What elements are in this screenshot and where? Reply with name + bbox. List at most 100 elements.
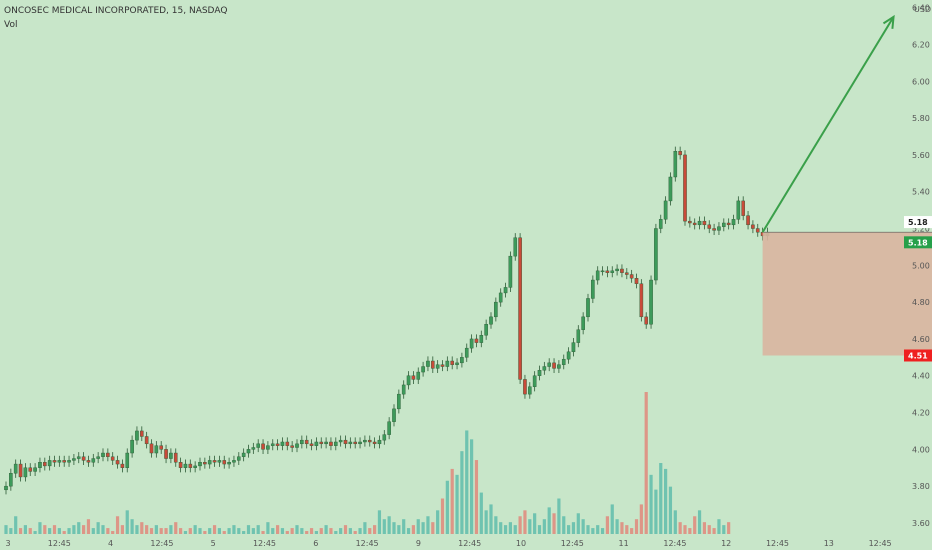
candle-body xyxy=(610,270,615,273)
candle-body xyxy=(625,272,629,275)
current-price-badge-bg xyxy=(904,216,932,229)
volume-bar xyxy=(101,525,105,534)
volume-bar xyxy=(547,507,551,534)
volume-bar xyxy=(722,525,726,534)
x-tick-label: 10 xyxy=(516,539,526,548)
current-price-badge: 5.18 xyxy=(908,218,928,227)
x-tick-label: 12 xyxy=(721,539,731,548)
candle-body xyxy=(198,462,202,467)
volume-label: Vol xyxy=(4,20,18,30)
candle-body xyxy=(722,222,726,227)
candle-body xyxy=(479,335,484,343)
candle-body xyxy=(654,228,658,281)
candle-body xyxy=(363,439,367,443)
candle-body xyxy=(528,386,532,395)
volume-bar xyxy=(416,519,420,534)
candle-body xyxy=(508,255,513,288)
volume-bar xyxy=(382,519,386,534)
last-price-badge-bg xyxy=(904,236,932,249)
candle-body xyxy=(494,301,498,318)
volume-bar xyxy=(368,528,372,534)
y-tick-label: 5.00 xyxy=(912,261,930,270)
candle-body xyxy=(586,298,590,318)
volume-bar xyxy=(518,516,522,534)
volume-bar xyxy=(145,525,149,534)
volume-bar xyxy=(280,528,285,534)
candle-body xyxy=(57,460,62,463)
candlesticks xyxy=(4,146,770,495)
candle-body xyxy=(338,439,343,443)
volume-bar xyxy=(542,519,546,534)
volume-bar xyxy=(508,522,512,534)
candle-body xyxy=(33,467,37,472)
candle-body xyxy=(401,384,406,395)
candle-body xyxy=(76,456,81,459)
candle-body xyxy=(663,200,668,220)
x-tick-label: 12:45 xyxy=(253,539,276,548)
volume-bar xyxy=(334,531,338,534)
candle-body xyxy=(367,439,372,443)
volume-bar xyxy=(600,528,605,534)
y-tick-label: 4.40 xyxy=(912,372,930,381)
volume-bar xyxy=(276,525,280,534)
volume-bars xyxy=(4,392,731,534)
currency-label: USD xyxy=(914,5,931,14)
candle-body xyxy=(348,441,353,445)
candle-body xyxy=(169,452,173,459)
volume-bar xyxy=(130,519,134,534)
volume-bar xyxy=(33,531,37,534)
volume-bar xyxy=(246,525,251,534)
candle-body xyxy=(639,283,644,318)
volume-bar xyxy=(227,528,231,534)
volume-bar xyxy=(712,528,716,534)
candle-body xyxy=(261,443,265,450)
y-tick-label: 3.80 xyxy=(912,482,930,491)
x-tick-label: 3 xyxy=(5,539,10,548)
candle-body xyxy=(644,316,648,325)
candle-body xyxy=(217,460,222,463)
candle-body xyxy=(324,441,328,445)
volume-bar xyxy=(120,525,124,534)
candle-body xyxy=(489,316,493,325)
volume-bar xyxy=(392,522,396,534)
candle-body xyxy=(227,462,231,465)
volume-bar xyxy=(251,528,255,534)
candle-body xyxy=(280,441,285,446)
volume-bar xyxy=(406,528,411,534)
volume-bar xyxy=(179,528,183,534)
candle-body xyxy=(634,278,639,284)
volume-bar xyxy=(596,525,600,534)
volume-bar xyxy=(343,525,348,534)
stop-loss-zone[interactable] xyxy=(762,232,932,356)
candle-body xyxy=(683,154,687,222)
candle-body xyxy=(319,441,324,445)
volume-bar xyxy=(659,463,663,534)
candle-body xyxy=(4,485,8,491)
candle-body xyxy=(707,224,712,229)
y-tick-label: 5.40 xyxy=(912,188,930,197)
x-tick-label: 13 xyxy=(824,539,834,548)
candle-body xyxy=(47,460,52,467)
volume-bar xyxy=(305,531,309,534)
volume-bar xyxy=(43,525,47,534)
volume-bar xyxy=(387,516,391,534)
volume-bar xyxy=(557,498,561,534)
candle-body xyxy=(421,366,425,373)
volume-bar xyxy=(72,525,76,534)
target-arrow[interactable] xyxy=(761,16,895,233)
volume-bar xyxy=(353,531,357,534)
volume-bar xyxy=(426,516,430,534)
volume-bar xyxy=(581,519,585,534)
candle-body xyxy=(110,456,115,461)
candle-body xyxy=(668,176,673,202)
candle-body xyxy=(275,443,280,446)
candle-body xyxy=(547,362,551,367)
candle-body xyxy=(658,219,663,229)
volume-bar xyxy=(717,519,721,534)
volume-bar xyxy=(537,525,542,534)
volume-bar xyxy=(436,510,440,534)
volume-bar xyxy=(271,528,275,534)
volume-bar xyxy=(188,528,192,534)
